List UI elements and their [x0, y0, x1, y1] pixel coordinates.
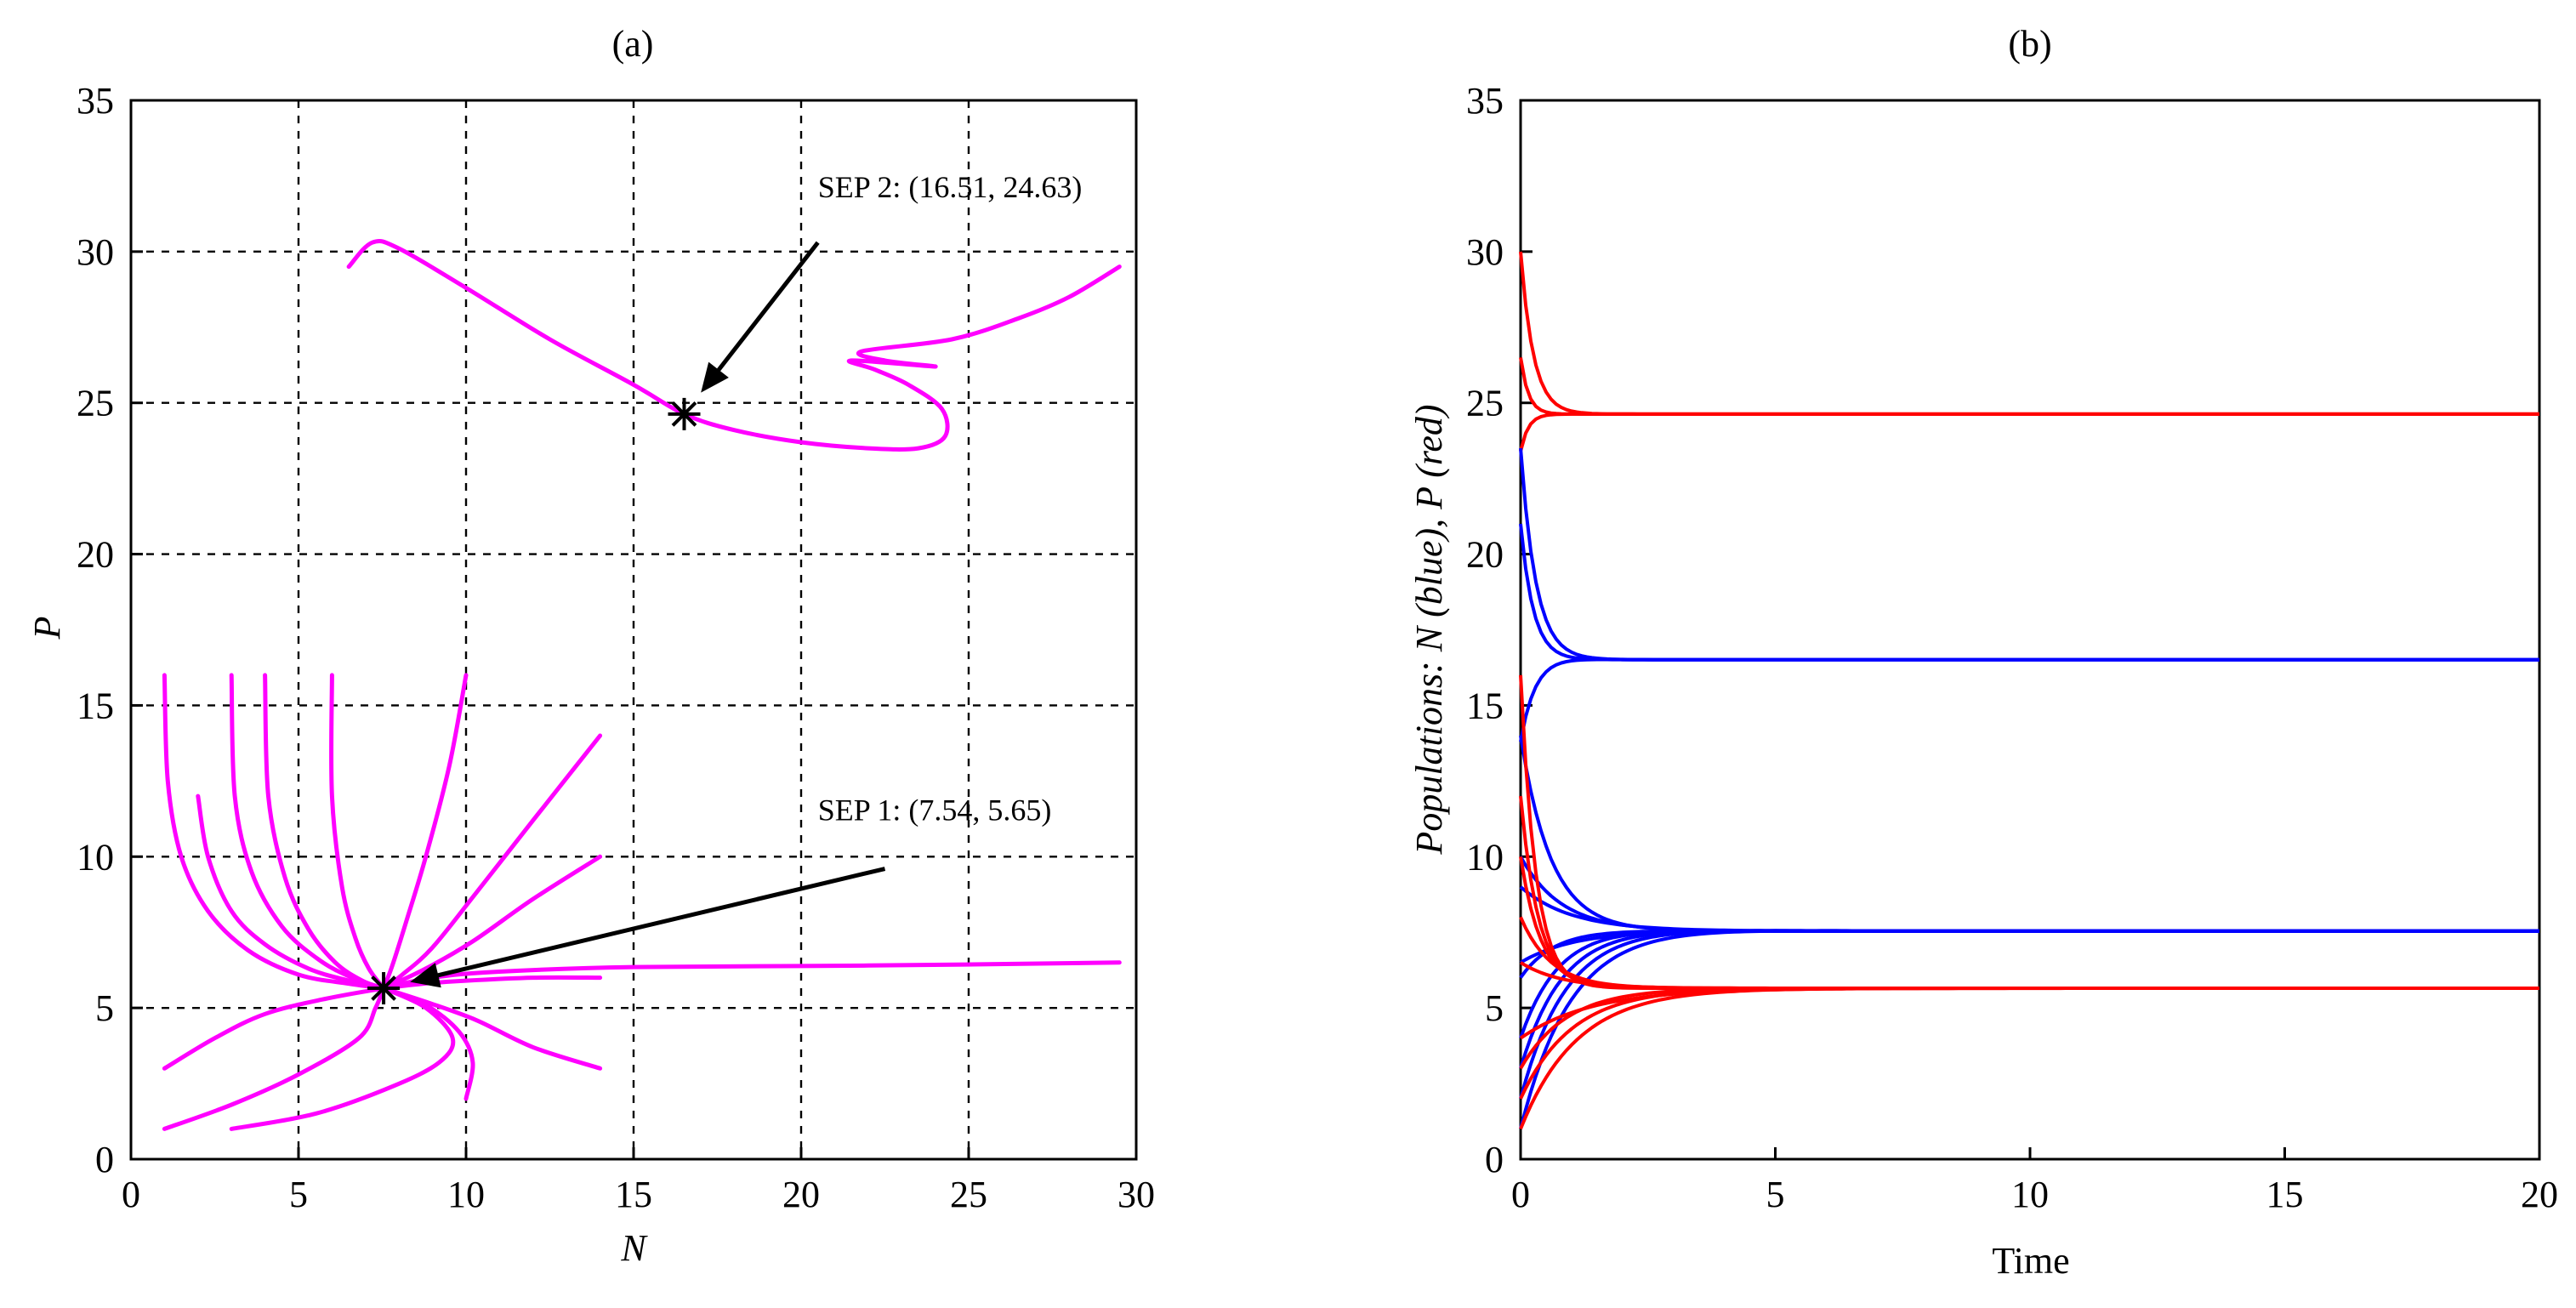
y-tick-label: 35 [77, 80, 114, 122]
panel-a-trajectories [162, 239, 1122, 1131]
x-tick-label: 25 [950, 1174, 987, 1215]
panel-a-x-ticks: 0 5 10 15 20 25 30 [122, 1147, 1155, 1215]
trajectory-traj-a-10 [381, 975, 603, 991]
x-tick-label: 10 [2011, 1174, 2049, 1215]
series-N-high-3 [1519, 657, 2539, 742]
panel-b-time-series: (b) 0 5 10 15 20 0 5 10 15 20 25 30 35 Time Populat… [1408, 23, 2558, 1282]
y-tick-label: 5 [95, 987, 114, 1029]
series-P-low-8 [1519, 987, 2539, 1130]
panel-b-x-axis-label: Time [1992, 1240, 2069, 1282]
equilibrium-marker-2 [668, 397, 701, 430]
trajectory-traj-a-14 [162, 986, 386, 1131]
panel-b-frame [1519, 99, 2541, 1161]
trajectory-traj-a-6 [381, 673, 469, 991]
series-P-high-2 [1519, 357, 2539, 416]
trajectory-traj-a-16 [346, 239, 1122, 452]
panel-a-grid [131, 100, 1136, 1159]
series-N-high-2 [1519, 523, 2539, 662]
y-tick-label: 20 [1466, 534, 1504, 576]
panel-a-phase-portrait: (a) 0 5 10 15 20 25 30 0 5 10 15 20 25 30 35 SEP 1: (… [26, 23, 1155, 1269]
panel-b-y-axis-label: Populations: N (blue), P (red) [1408, 404, 1450, 855]
panel-a-annotations: SEP 1: (7.54, 5.65) SEP 2: (16.51, 24.63) [367, 170, 1083, 1005]
y-tick-label: 25 [77, 383, 114, 424]
y-tick-label: 20 [77, 534, 114, 576]
sep-2-label: SEP 2: (16.51, 24.63) [818, 170, 1083, 204]
trajectory-traj-a-3 [229, 673, 386, 991]
series-P-low-7 [1519, 987, 2539, 1100]
x-tick-label: 0 [1511, 1174, 1530, 1215]
y-tick-label: 0 [95, 1139, 114, 1180]
series-P-high-1 [1519, 251, 2539, 416]
x-tick-label: 10 [447, 1174, 485, 1215]
x-tick-label: 15 [615, 1174, 652, 1215]
series-N-low-9 [1519, 929, 2539, 964]
series-N-low-3 [1519, 929, 2539, 1069]
trajectory-traj-a-4 [263, 673, 386, 991]
series-N-low-8 [1519, 885, 2539, 933]
trajectory-traj-a-2 [196, 793, 386, 991]
equilibrium-arrow-2 [701, 241, 820, 393]
series-P-low-2 [1519, 795, 2539, 990]
series-N-high-1 [1519, 447, 2539, 662]
panel-b-series [1519, 251, 2539, 1130]
y-tick-label: 0 [1485, 1139, 1504, 1180]
equilibrium-arrow-1 [410, 867, 886, 988]
x-tick-label: 30 [1117, 1174, 1155, 1215]
trajectory-traj-a-1 [162, 673, 386, 991]
series-N-low-7 [1519, 735, 2539, 933]
panel-a-title: (a) [612, 23, 654, 65]
trajectory-traj-a-9 [381, 960, 1122, 991]
series-P-low-1 [1519, 674, 2539, 990]
trajectory-traj-a-15 [229, 986, 456, 1131]
y-tick-label: 15 [1466, 685, 1504, 726]
y-tick-label: 30 [1466, 231, 1504, 273]
y-tick-label: 30 [77, 231, 114, 273]
panel-b-y-ticks: 0 5 10 15 20 25 30 35 [1466, 80, 1533, 1180]
series-P-low-9 [1519, 987, 2539, 1040]
y-tick-label: 10 [1466, 836, 1504, 878]
x-tick-label: 0 [122, 1174, 140, 1215]
y-tick-label: 10 [77, 836, 114, 878]
trajectory-traj-a-12 [381, 986, 475, 1101]
x-tick-label: 20 [2521, 1174, 2558, 1215]
y-tick-label: 35 [1466, 80, 1504, 122]
trajectory-traj-a-13 [162, 986, 386, 1071]
panel-a-x-axis-label: N [620, 1227, 648, 1269]
panel-a-y-axis-label: P [26, 617, 68, 640]
x-tick-label: 20 [782, 1174, 820, 1215]
equilibrium-marker-1 [367, 972, 401, 1005]
trajectory-traj-a-7 [381, 733, 603, 991]
y-tick-label: 15 [77, 685, 114, 726]
sep-1-label: SEP 1: (7.54, 5.65) [818, 793, 1052, 827]
series-P-low-3 [1519, 856, 2539, 990]
series-P-high-3 [1519, 412, 2539, 452]
panel-b-x-ticks: 0 5 10 15 20 [1511, 1147, 2558, 1215]
series-P-low-6 [1519, 987, 2539, 1070]
y-tick-label: 5 [1485, 987, 1504, 1029]
series-N-low-1 [1519, 929, 2539, 1129]
series-N-low-6 [1519, 856, 2539, 933]
x-tick-label: 15 [2266, 1174, 2304, 1215]
panel-a-y-ticks: 0 5 10 15 20 25 30 35 [77, 80, 143, 1180]
series-P-low-5 [1519, 961, 2539, 990]
y-tick-label: 25 [1466, 383, 1504, 424]
trajectory-traj-a-8 [381, 854, 603, 991]
x-tick-label: 5 [1766, 1174, 1785, 1215]
series-N-low-2 [1519, 929, 2539, 1100]
x-tick-label: 5 [289, 1174, 308, 1215]
trajectory-traj-a-5 [329, 673, 386, 991]
panel-b-title: (b) [2008, 23, 2051, 65]
series-N-low-4 [1519, 929, 2539, 1039]
